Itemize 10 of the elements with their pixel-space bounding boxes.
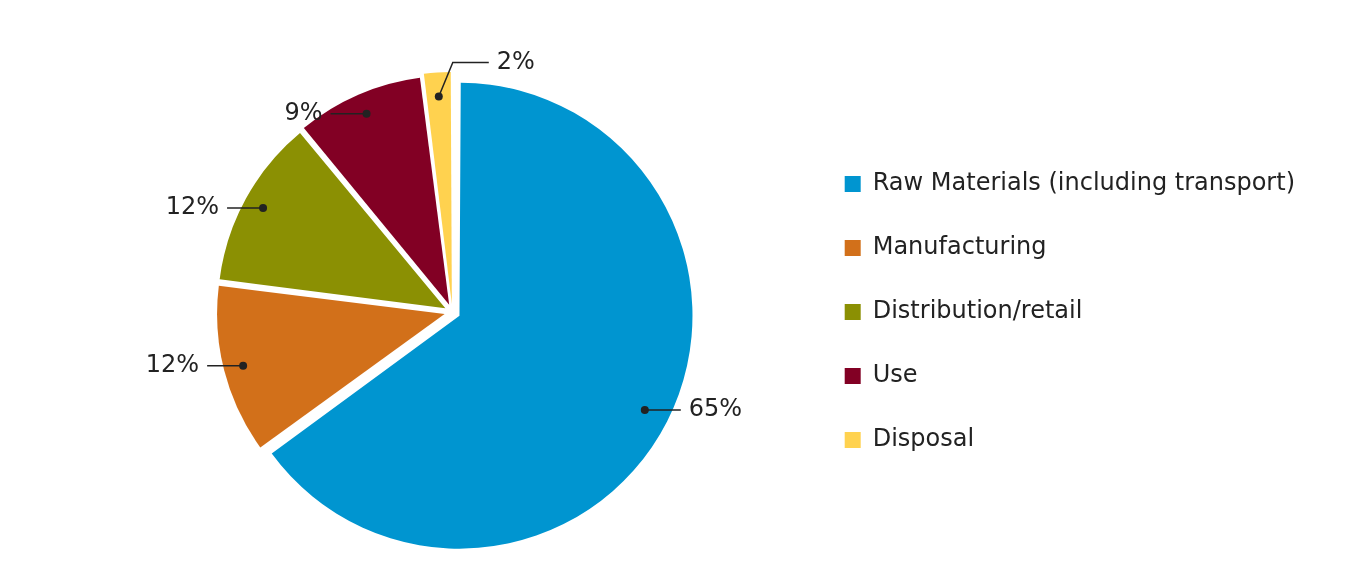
data-label: 2% <box>496 46 535 75</box>
legend-label: Use <box>872 360 918 389</box>
data-label: 9% <box>284 98 323 126</box>
data-label: 12% <box>165 192 220 221</box>
legend-label: Raw Materials (including transport) <box>872 168 1295 197</box>
data-label: 12% <box>145 349 200 378</box>
legend-label: Manufacturing <box>872 232 1047 261</box>
legend-label: Distribution/retail <box>872 296 1083 325</box>
data-label: 65% <box>688 394 743 423</box>
legend-label: Disposal <box>872 424 975 453</box>
